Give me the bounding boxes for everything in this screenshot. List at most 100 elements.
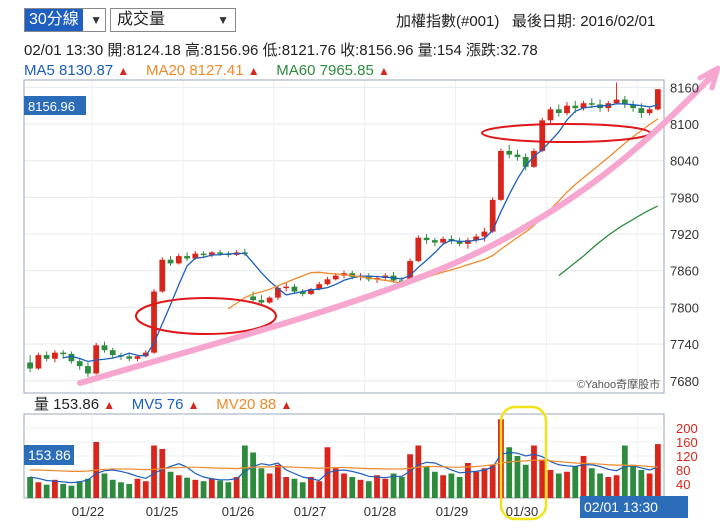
x-tick-label: 01/30 — [506, 504, 539, 519]
volume-bar — [506, 447, 513, 498]
candle-body — [35, 355, 42, 369]
ohlc-line: 02/01 13:30 開:8124.18 高:8156.96 低:8121.7… — [24, 39, 538, 60]
price-tick-label: 8160 — [670, 80, 699, 95]
candle-body — [101, 345, 108, 351]
candle-body — [407, 260, 413, 282]
candle-body — [109, 350, 116, 356]
candle-body — [431, 240, 438, 243]
index-name: 加權指數(#001) — [396, 13, 500, 30]
up-arrow-icon: ▲ — [247, 64, 260, 78]
volume-bar — [564, 471, 570, 498]
candle-body — [258, 300, 265, 303]
volume-bar — [572, 466, 579, 498]
x-tick-label: 01/27 — [294, 504, 327, 519]
volume-bar — [588, 468, 595, 498]
volume-bar — [118, 482, 124, 498]
candle-body — [588, 103, 595, 105]
ma60-line — [558, 205, 659, 277]
candle-body — [349, 273, 356, 277]
volume-bar — [605, 477, 612, 498]
volume-bar — [374, 475, 380, 498]
volume-tick-label: 200 — [676, 421, 698, 436]
volume-bar — [382, 478, 389, 498]
volume-bar — [134, 478, 141, 498]
ma20-legend: MA20 8127.41 — [145, 62, 244, 79]
price-tick-label: 7740 — [670, 337, 699, 352]
volume-bar — [390, 473, 397, 498]
chevron-down-icon[interactable]: ▼ — [90, 13, 102, 27]
volume-bar — [308, 477, 314, 498]
volume-bar — [341, 473, 347, 498]
candle-body — [208, 252, 215, 255]
candle-body — [547, 109, 554, 121]
up-arrow-icon: ▲ — [187, 398, 200, 412]
candle-body — [76, 361, 83, 367]
volume-bar — [52, 479, 58, 498]
quote-low: 低:8121.76 — [262, 42, 336, 59]
up-arrow-icon: ▲ — [280, 398, 293, 412]
candle-body — [564, 105, 570, 114]
volume-bar — [597, 473, 603, 498]
ma-lines-layer — [63, 103, 659, 363]
highlight-box — [499, 405, 548, 521]
volume-bar — [192, 479, 199, 498]
x-tick-label: 01/28 — [364, 504, 397, 519]
indicator-select[interactable]: 成交量 ▼ — [110, 8, 236, 32]
candle-body — [506, 150, 513, 155]
candle-body — [184, 256, 190, 259]
volume-bar — [580, 456, 587, 498]
candle-body — [572, 105, 579, 109]
price-tick-label: 7860 — [670, 264, 699, 279]
period-select[interactable]: 30分線 ▼ — [24, 8, 106, 32]
volume-bar — [159, 449, 166, 498]
ma5-line — [63, 103, 659, 363]
volume-bar — [456, 477, 463, 498]
chevron-down-icon[interactable]: ▼ — [217, 13, 229, 27]
candle-body — [217, 252, 223, 254]
volume-bar — [448, 473, 455, 498]
vol-legend: 量 153.86 — [34, 396, 100, 413]
volume-bar — [613, 475, 620, 498]
mv5-line — [30, 451, 659, 484]
ma-legend: MA5 8130.87 ▲ MA20 8127.41 ▲ MA60 7965.8… — [24, 62, 390, 79]
volume-bar — [291, 478, 298, 498]
volume-bar — [547, 470, 554, 498]
trend-arrow-head — [697, 65, 720, 91]
volume-bar — [489, 464, 496, 498]
volume-tick-label: 120 — [676, 449, 698, 464]
volume-bar — [531, 445, 537, 498]
mv20-legend: MV20 88 — [216, 396, 277, 413]
candle-body — [555, 109, 562, 114]
candle-body — [126, 356, 133, 359]
volume-bar — [349, 477, 356, 498]
mv20-line — [30, 459, 658, 472]
volume-bar — [101, 473, 108, 498]
volume-bar — [398, 477, 405, 498]
x-axis: 01/22 01/25 01/26 01/27 01/28 01/29 01/30 — [72, 504, 539, 519]
volume-bar — [621, 445, 628, 498]
volume-bar — [555, 473, 562, 498]
volume-bar — [109, 479, 116, 498]
candle-body — [291, 286, 298, 292]
candle-body — [489, 199, 496, 232]
volume-bar — [175, 475, 182, 498]
volume-bar — [60, 484, 67, 498]
volume-legend: 量 153.86 ▲ MV5 76 ▲ MV20 88 ▲ — [34, 393, 292, 414]
price-tick-label: 7920 — [670, 227, 699, 242]
current-price-label: 8156.96 — [28, 99, 75, 114]
candle-body — [68, 353, 75, 362]
candle-body — [440, 238, 447, 243]
volume-bar — [423, 466, 430, 498]
price-tick-label: 7800 — [670, 300, 699, 315]
volume-bar — [126, 484, 133, 498]
volume-bar — [646, 473, 653, 498]
quote-datetime: 02/01 13:30 — [24, 42, 104, 59]
volume-bar — [35, 482, 42, 498]
volume-bar — [522, 464, 529, 498]
volume-bar — [440, 475, 447, 498]
quote-change: 漲跌:32.78 — [466, 42, 538, 59]
current-time-tag — [580, 496, 688, 518]
annotation-ellipse-left — [135, 297, 277, 335]
volume-bar — [167, 471, 174, 498]
